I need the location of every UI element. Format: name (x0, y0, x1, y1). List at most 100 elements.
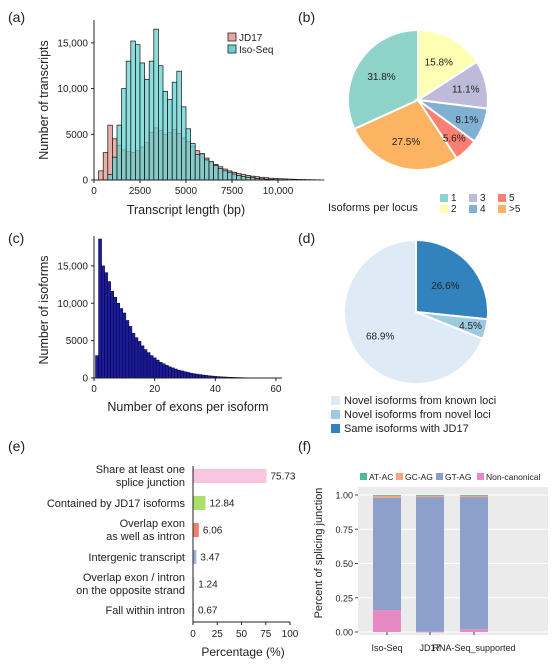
exon-bar (177, 369, 181, 379)
legend-swatch (498, 194, 506, 202)
x-axis-label: Transcript length (bp) (127, 203, 245, 217)
exon-bar (155, 359, 160, 379)
y-tick-label: 1.00 (335, 491, 353, 501)
isoform-slice-label: 5.6% (443, 133, 466, 144)
iso-seq-bar (222, 170, 228, 181)
y-tick-label: 0.25 (335, 593, 353, 603)
x-tick-label: 7500 (221, 186, 244, 197)
x-ticks: 0 2500 5000 7500 10,000 (91, 180, 294, 197)
stack-segment (460, 495, 488, 498)
iso-seq-bar (231, 173, 237, 181)
exon-bar (107, 281, 111, 379)
y-axis-label: Percent of splicing junction (313, 488, 325, 619)
stack-segment (416, 495, 444, 498)
bar (193, 496, 206, 510)
exon-bar (171, 367, 175, 379)
iso-seq-bar (107, 174, 113, 181)
legend-swatch (440, 194, 448, 202)
exon-bar (158, 362, 163, 379)
exon-bar (183, 371, 187, 379)
jd17-bar (286, 178, 293, 181)
x-tick-label: 75 (260, 629, 272, 640)
value-label: 75.73 (270, 472, 295, 483)
exon-bar (98, 238, 102, 379)
exon-bar (198, 374, 202, 379)
isoform-slice-label: 15.8% (425, 57, 453, 68)
category-label: Fall within intron (106, 605, 185, 617)
iso-seq-bar (116, 124, 122, 181)
panel-f-stacked-bar: AT-AC GC-AG GT-AG Non-canonical 0.00 0.25 0.5… (313, 472, 548, 653)
isoform-slice-label: 8.1% (455, 115, 478, 126)
category-label: Intergenic transcript (88, 552, 185, 564)
legend-swatch-iso-seq (227, 44, 237, 54)
exon-bar (113, 297, 117, 379)
pie-slices (343, 238, 489, 385)
value-label: 6.06 (203, 526, 223, 537)
bar (193, 523, 199, 537)
bar (193, 550, 197, 564)
legend-title: Isoforms per locus (328, 202, 418, 214)
y-tick-label: 15,000 (57, 261, 88, 272)
iso-seq-bar (171, 81, 178, 181)
loci-slice (415, 238, 489, 321)
legend-swatch (436, 473, 443, 480)
category-label: Share at least one (96, 464, 185, 476)
x-tick-label: 10,000 (263, 186, 294, 197)
iso-seq-bar (121, 88, 127, 181)
iso-seq-bar (153, 28, 159, 181)
jd17-bar (98, 170, 104, 181)
jd17-bar (107, 124, 113, 181)
y-axis-label: Number of transcripts (37, 40, 51, 159)
legend-label: 4 (480, 204, 486, 215)
iso-seq-bar (194, 154, 201, 181)
x-tick-label: JD17 (419, 643, 440, 653)
iso-seq-bar (181, 106, 187, 181)
jd17-bar (296, 179, 302, 181)
legend-label: AT-AC (369, 472, 393, 482)
stack-segment (416, 495, 444, 496)
pie-slices (347, 28, 489, 171)
x-tick-label: 5000 (175, 186, 198, 197)
legend-swatch-jd17 (227, 32, 237, 42)
x-ticks: 0 25 50 75 100 (190, 622, 299, 640)
x-tick-label: 0 (190, 629, 196, 640)
y-tick-label: 10,000 (57, 84, 88, 95)
panel-label-d: (d) (298, 230, 315, 246)
exon-bar (174, 368, 178, 379)
legend-label-jd17: JD17 (239, 33, 263, 44)
panel-label-e: (e) (8, 438, 25, 454)
iso-seq-bar (190, 143, 196, 181)
legend-label: Novel isoforms from novel loci (344, 409, 491, 421)
exon-bar (192, 373, 196, 379)
iso-seq-bar (162, 90, 168, 181)
x-tick-label: 50 (236, 629, 248, 640)
iso-seq-bar (213, 165, 219, 181)
iso-seq-bar (158, 65, 164, 181)
exon-bar (101, 265, 105, 379)
value-label: 0.67 (198, 606, 218, 617)
y-ticks: 0 5000 10,000 15,000 (57, 38, 94, 187)
iso-seq-bar (125, 60, 132, 181)
legend-label: 5 (509, 193, 515, 204)
exon-bar (161, 363, 166, 379)
legend-label: Novel isoforms from known loci (344, 395, 496, 407)
legend-label: 3 (480, 193, 486, 204)
legend: AT-AC GC-AG GT-AG Non-canonical (360, 472, 540, 482)
isoform-slice-label: 11.1% (452, 85, 480, 96)
pie-labels: 31.8% 15.8% 11.1% 8.1% 5.6% 27.5% (367, 57, 479, 148)
isoform-slice-label: 31.8% (367, 72, 395, 83)
loci-slice-label: 68.9% (366, 332, 394, 343)
y-tick-label: 5000 (66, 130, 89, 141)
legend-swatch (498, 205, 506, 213)
exon-bar (189, 372, 193, 379)
legend-swatch (331, 396, 340, 405)
exon-bar (119, 308, 124, 379)
exon-bar (137, 341, 142, 379)
x-tick-label: 0 (91, 384, 97, 395)
y-axis-label: Number of isoforms (37, 255, 51, 364)
x-tick-label: 60 (270, 384, 282, 395)
legend-swatch (469, 194, 477, 202)
panel-label-f: (f) (298, 438, 311, 454)
